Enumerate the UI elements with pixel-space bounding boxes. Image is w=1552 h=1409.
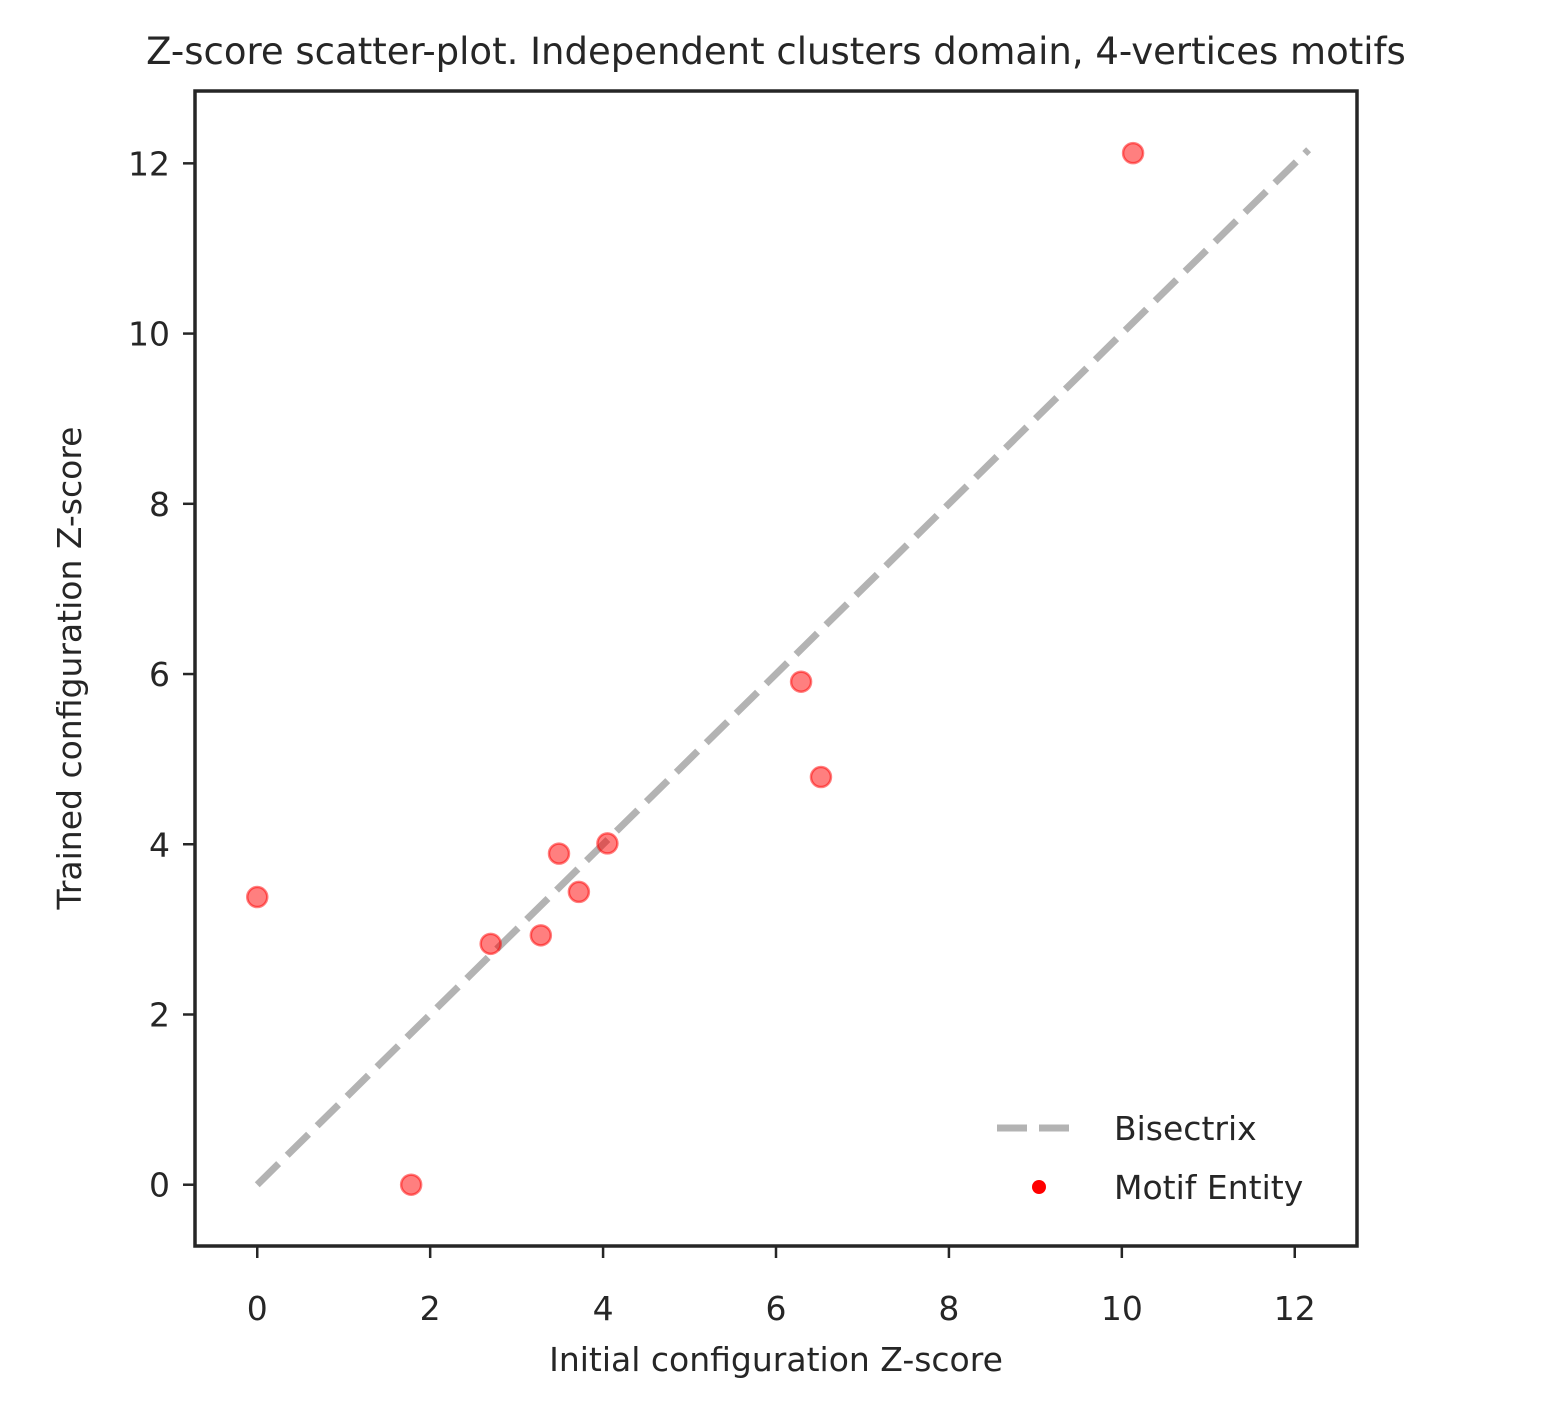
scatter-point	[789, 670, 813, 693]
bisectrix-line	[254, 147, 1312, 1188]
scatter-point	[246, 885, 269, 909]
scatter-point	[529, 924, 553, 947]
x-tick-label: 10	[1101, 1289, 1143, 1328]
x-tick-label: 0	[247, 1289, 268, 1328]
scatter-point	[479, 932, 502, 956]
chart-title: Z-score scatter-plot. Independent cluste…	[146, 30, 1406, 73]
y-tick-label: 2	[149, 995, 170, 1034]
x-tick-label: 4	[593, 1289, 614, 1328]
plot-area	[246, 141, 1312, 1196]
scatter-point	[1121, 141, 1145, 165]
x-tick-label: 6	[766, 1289, 787, 1328]
y-axis-label: Trained configuration Z-score	[50, 427, 89, 911]
scatter-point	[809, 765, 833, 789]
y-tick-label: 6	[149, 655, 170, 694]
y-axis: 0 2 4 6 8 10 12	[128, 144, 195, 1205]
legend-motif-entity-swatch	[1032, 1180, 1046, 1194]
y-tick-label: 12	[128, 144, 170, 183]
y-tick-label: 0	[149, 1166, 170, 1205]
y-tick-label: 10	[128, 315, 170, 354]
y-tick-label: 4	[149, 825, 170, 864]
x-tick-label: 12	[1274, 1289, 1316, 1328]
legend-bisectrix-label: Bisectrix	[1114, 1109, 1257, 1148]
scatter-point	[547, 842, 571, 865]
x-axis: 0 2 4 6 8 10 12	[247, 1246, 1316, 1328]
legend-motif-entity-label: Motif Entity	[1114, 1168, 1303, 1207]
legend: Bisectrix Motif Entity	[997, 1109, 1303, 1207]
y-tick-label: 8	[149, 485, 170, 524]
plot-frame	[193, 89, 1359, 1248]
scatter-point	[567, 880, 591, 904]
x-tick-label: 2	[420, 1289, 441, 1328]
x-tick-label: 8	[938, 1289, 959, 1328]
scatter-point	[399, 1173, 423, 1196]
x-axis-label: Initial configuration Z-score	[549, 1340, 1003, 1379]
scatter-point	[596, 832, 619, 855]
